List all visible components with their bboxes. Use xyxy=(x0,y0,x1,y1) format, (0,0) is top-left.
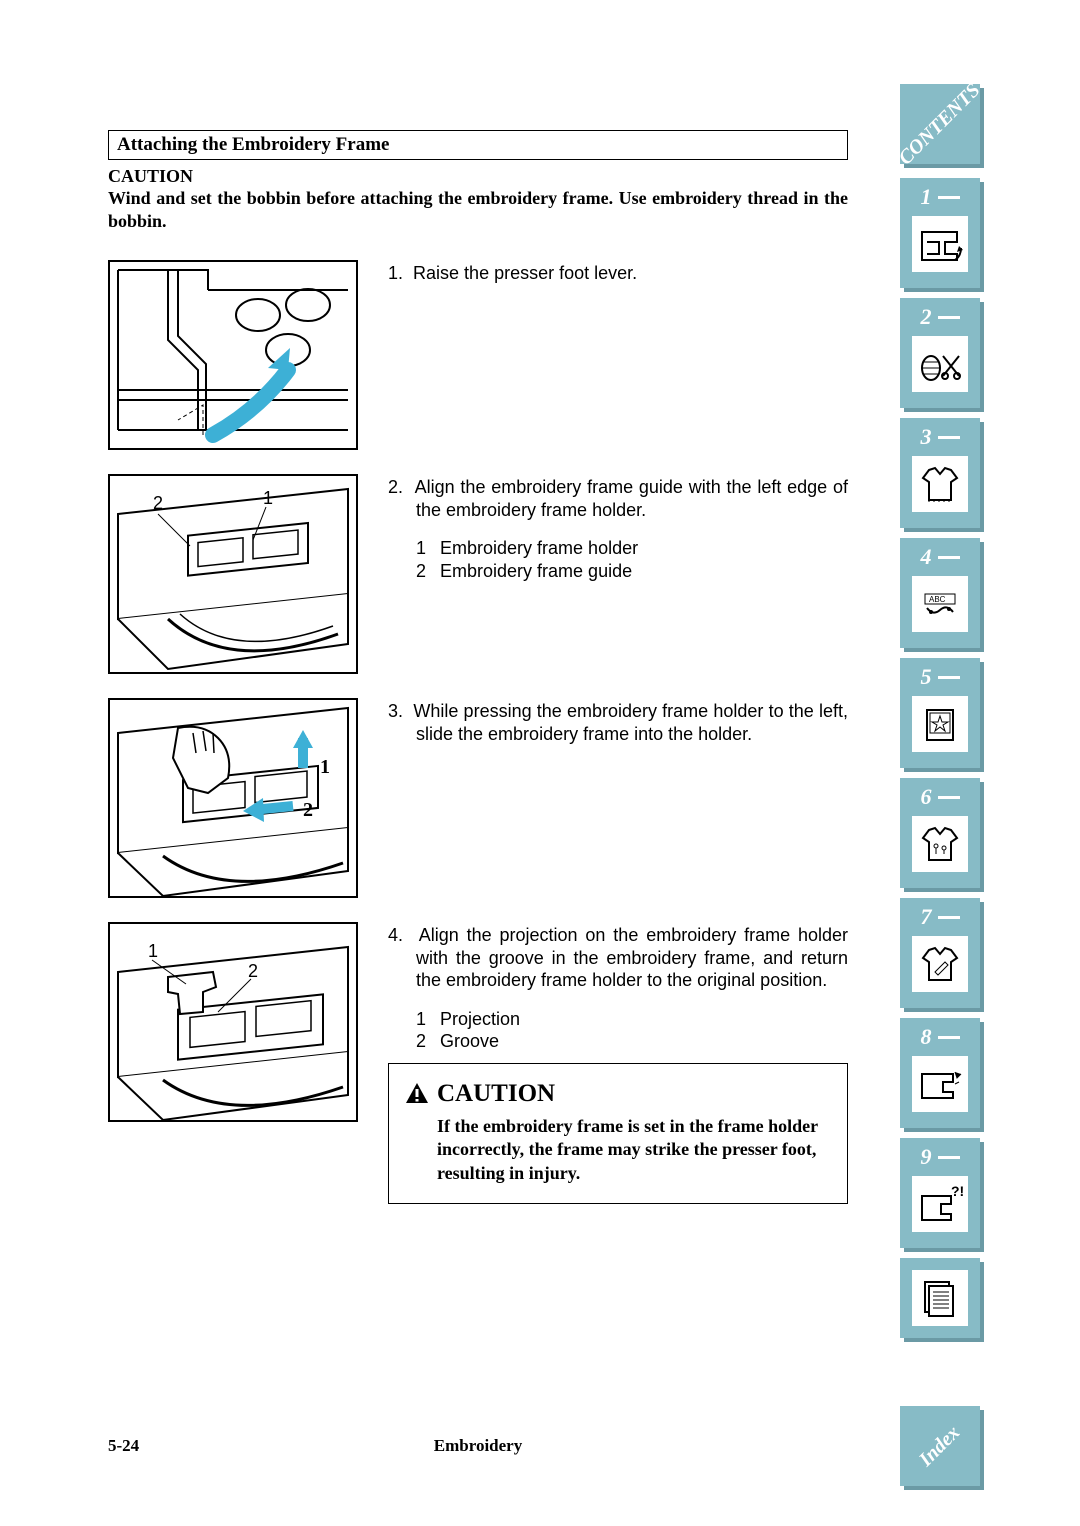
shirt-edit-icon xyxy=(912,936,968,992)
caution-text: Wind and set the bobbin before attaching… xyxy=(108,187,848,232)
callout-2: 2 xyxy=(153,493,163,513)
svg-text:?!: ?! xyxy=(951,1184,963,1199)
caution-box-body: If the embroidery frame is set in the fr… xyxy=(405,1115,831,1185)
step-4: 1 2 4. Align the projection on the embro… xyxy=(108,922,848,1204)
step-4-text: 4. Align the projection on the embroider… xyxy=(388,922,848,1204)
sidebar-tab-5[interactable]: 5 xyxy=(900,658,980,768)
page-content: Attaching the Embroidery Frame CAUTION W… xyxy=(0,0,848,1204)
warning-icon xyxy=(405,1082,429,1104)
step-3-text: 3. While pressing the embroidery frame h… xyxy=(388,698,848,761)
step-3: 1 2 3. While pressing the embroidery fra… xyxy=(108,698,848,898)
index-tab[interactable]: Index xyxy=(900,1406,980,1486)
machine-question-icon: ?! xyxy=(912,1176,968,1232)
sidebar-tab-1[interactable]: 1 xyxy=(900,178,980,288)
shirt-flowers-icon xyxy=(912,816,968,872)
sidebar-tab-6[interactable]: 6 xyxy=(900,778,980,888)
caution-box-title: CAUTION xyxy=(405,1078,831,1109)
sidebar-tab-index-icon[interactable] xyxy=(900,1258,980,1338)
step-4-figure: 1 2 xyxy=(108,922,358,1122)
abc-label-icon: ABC xyxy=(912,576,968,632)
shirt-icon xyxy=(912,456,968,512)
callout-2: 2 xyxy=(303,799,313,821)
step-1-figure xyxy=(108,260,358,450)
step-3-figure: 1 2 xyxy=(108,698,358,898)
sidebar-tab-4[interactable]: 4 ABC xyxy=(900,538,980,648)
section-title-box: Attaching the Embroidery Frame xyxy=(108,130,848,160)
caution-box: CAUTION If the embroidery frame is set i… xyxy=(388,1063,848,1204)
callout-1: 1 xyxy=(148,941,158,961)
sidebar-tab-8[interactable]: 8 xyxy=(900,1018,980,1128)
thread-scissors-icon xyxy=(912,336,968,392)
caution-label: CAUTION xyxy=(108,166,848,187)
sidebar: 1 2 3 4 ABC 5 xyxy=(900,84,980,1348)
step-1-text: 1. Raise the presser foot lever. xyxy=(388,260,848,301)
page-footer: 5-24 Embroidery xyxy=(108,1436,848,1456)
callout-2: 2 xyxy=(248,961,258,981)
sidebar-tab-3[interactable]: 3 xyxy=(900,418,980,528)
step-2-legend: 1Embroidery frame holder 2Embroidery fra… xyxy=(388,537,848,582)
svg-text:ABC: ABC xyxy=(929,595,946,604)
callout-1: 1 xyxy=(320,756,330,778)
step-1: 1. Raise the presser foot lever. xyxy=(108,260,848,450)
sidebar-tab-7[interactable]: 7 xyxy=(900,898,980,1008)
machine-sparkle-icon xyxy=(912,1056,968,1112)
step-2-figure: 2 1 xyxy=(108,474,358,674)
section-title: Attaching the Embroidery Frame xyxy=(117,134,389,155)
pages-icon xyxy=(912,1270,968,1326)
star-screen-icon xyxy=(912,696,968,752)
sidebar-tab-2[interactable]: 2 xyxy=(900,298,980,408)
page-number: 5-24 xyxy=(108,1436,139,1456)
chapter-name: Embroidery xyxy=(434,1436,522,1456)
sewing-machine-icon xyxy=(912,216,968,272)
sidebar-tab-9[interactable]: 9 ?! xyxy=(900,1138,980,1248)
step-2: 2 1 2. Align the embroidery frame guide … xyxy=(108,474,848,674)
callout-1: 1 xyxy=(263,488,273,508)
index-label: Index xyxy=(915,1421,965,1471)
step-4-legend: 1Projection 2Groove xyxy=(388,1008,848,1053)
step-2-text: 2. Align the embroidery frame guide with… xyxy=(388,474,848,582)
